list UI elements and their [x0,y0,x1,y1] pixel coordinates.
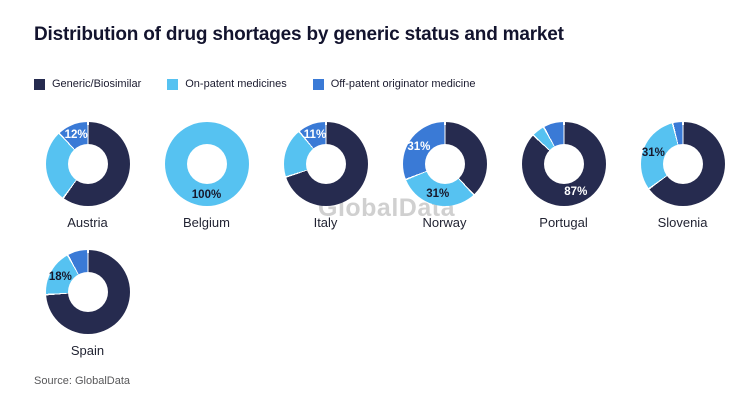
donut-italy: 11% [283,122,368,206]
legend-item-on-patent-medicines: On-patent medicines [167,78,287,90]
donut-hole [67,272,108,312]
legend-swatch-icon [312,78,324,90]
country-label: Belgium [183,215,230,230]
donut-cell-austria: 12% Austria [28,122,147,230]
donut-hole [305,144,346,184]
legend-item-off-patent-originator-medicine: Off-patent originator medicine [312,78,476,90]
slice-label: 18% [48,271,72,284]
donut-row-1: 12% Austria 100% Belgium 11% Italy 31% 31% Norwa… [28,122,742,230]
country-label: Italy [313,215,338,230]
donut-norway: 31% 31% [402,122,487,206]
slice-label: 31% [641,147,665,160]
donut-cell-italy: 11% Italy [266,122,385,230]
donut-hole [662,144,703,184]
donut-cell-slovenia: 31% Slovenia [623,122,742,230]
slice-label: 12% [64,129,88,142]
legend-label: On-patent medicines [185,78,287,90]
donut-slovenia: 31% [640,122,725,206]
slice-label: 87% [564,186,588,199]
donut-belgium: 100% [164,122,249,206]
legend-label: Generic/Biosimilar [52,78,142,90]
legend-label: Off-patent originator medicine [330,78,476,90]
source-note: Source: GlobalData [34,375,130,387]
donut-hole [424,144,465,184]
donut-portugal: 87% [521,122,606,206]
country-label: Norway [422,215,467,230]
donut-hole [543,144,584,184]
slice-label: 31% [407,140,431,153]
donut-hole [186,144,227,184]
legend-swatch-icon [34,78,45,90]
country-label: Portugal [539,215,588,230]
donut-cell-spain: 18% Spain [28,250,147,358]
slice-label: 31% [426,188,450,201]
legend-item-generic-biosimilar: Generic/Biosimilar [34,78,141,90]
donut-row-2: 18% Spain [28,250,147,358]
donut-spain: 18% [45,250,130,334]
chart-title: Distribution of drug shortages by generi… [34,24,564,45]
donut-cell-norway: 31% 31% Norway [385,122,504,230]
legend-swatch-icon [167,78,179,90]
country-label: Austria [67,215,108,230]
donut-hole [67,144,108,184]
legend: Generic/Biosimilar On-patent medicines Off… [34,78,475,90]
donut-austria: 12% [45,122,130,206]
slice-label: 100% [191,189,222,201]
country-label: Slovenia [657,215,708,230]
country-label: Spain [70,343,105,358]
slice-label: 11% [303,128,327,141]
donut-cell-portugal: 87% Portugal [504,122,623,230]
donut-cell-belgium: 100% Belgium [147,122,266,230]
